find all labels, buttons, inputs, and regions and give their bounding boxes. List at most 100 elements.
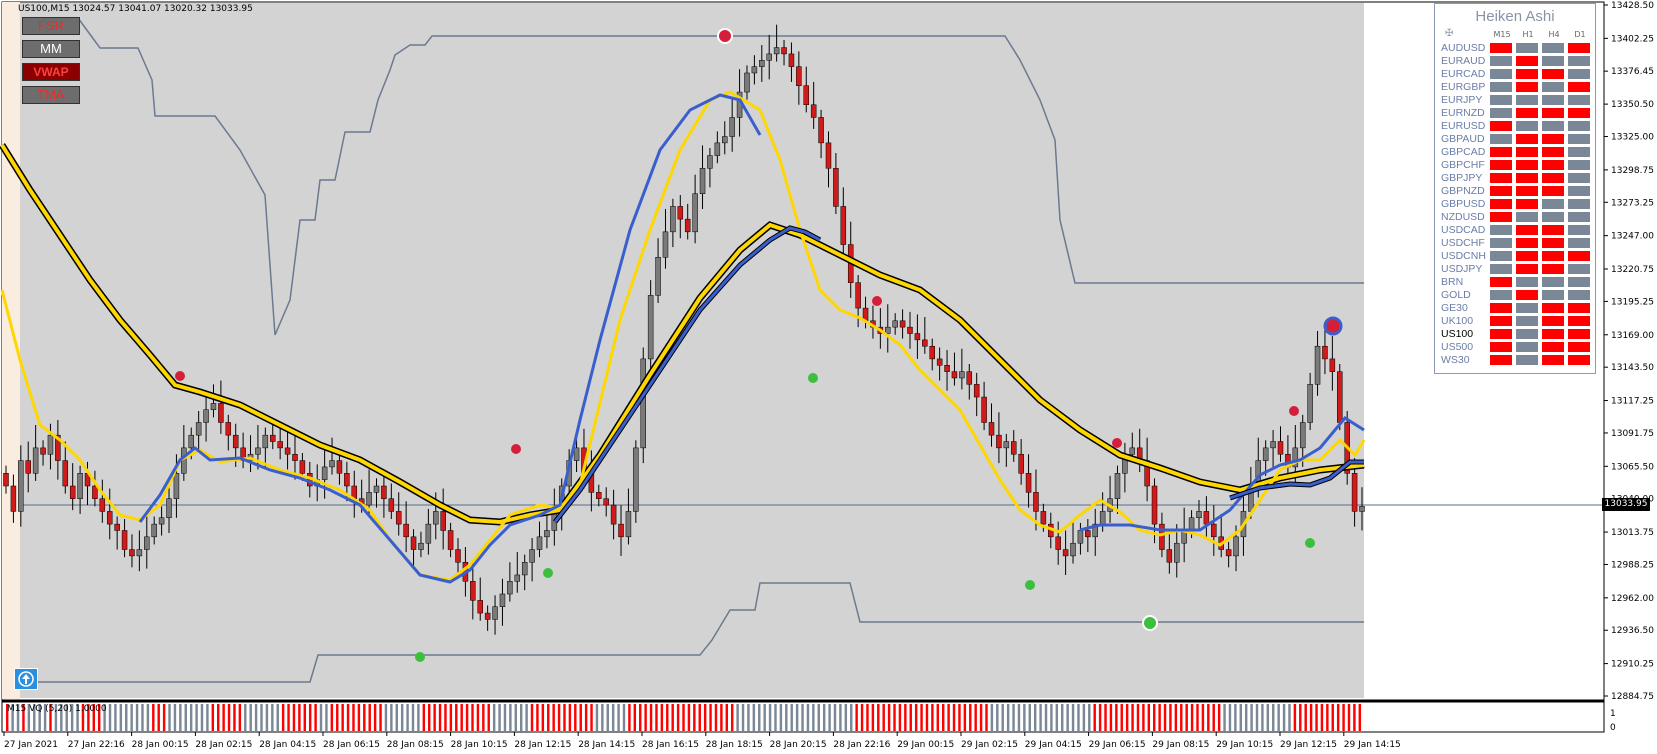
indicator-scale-top: 1 xyxy=(1610,709,1616,719)
candle-body xyxy=(1351,473,1358,512)
pair-row[interactable]: GBPNZD xyxy=(1441,185,1591,198)
candle-body xyxy=(973,384,980,398)
candle-body xyxy=(1151,485,1158,525)
pair-row[interactable]: USDJPY xyxy=(1441,263,1591,276)
time-tick-label: 28 Jan 10:15 xyxy=(451,740,508,750)
pair-row[interactable]: GBPCHF xyxy=(1441,159,1591,172)
indicator-bar xyxy=(947,704,950,731)
pair-name[interactable]: EURJPY xyxy=(1441,94,1483,106)
pair-name[interactable]: GBPJPY xyxy=(1441,172,1483,184)
vwap-button[interactable]: VWAP xyxy=(22,63,80,81)
pair-row[interactable]: USDCAD xyxy=(1441,224,1591,237)
indicator-bar xyxy=(260,704,263,731)
price-tick-label: 13247.00 xyxy=(1611,232,1654,242)
pair-row[interactable]: NZDUSD xyxy=(1441,211,1591,224)
candle-body xyxy=(707,155,713,169)
indicator-bar xyxy=(1217,704,1221,731)
indicator-bar xyxy=(958,704,961,731)
pair-name[interactable]: GBPAUD xyxy=(1441,133,1485,145)
pair-name[interactable]: BRN xyxy=(1441,276,1464,288)
candle-body xyxy=(477,600,483,614)
pair-name[interactable]: USDCHF xyxy=(1441,237,1485,249)
pair-name[interactable]: EURAUD xyxy=(1441,55,1486,67)
pair-name[interactable]: GBPCHF xyxy=(1441,159,1485,171)
pair-row[interactable]: GBPCAD xyxy=(1441,146,1591,159)
pair-row[interactable]: GBPUSD xyxy=(1441,198,1591,211)
pair-name[interactable]: US500 xyxy=(1441,341,1474,353)
candle-body xyxy=(603,498,609,506)
indicator-bar xyxy=(211,704,215,731)
pair-row[interactable]: EURNZD xyxy=(1441,107,1591,120)
heiken-ashi-cell xyxy=(1542,121,1564,131)
pair-name[interactable]: USDJPY xyxy=(1441,263,1483,275)
price-tick-label: 13143.50 xyxy=(1611,363,1654,373)
pair-name[interactable]: EURUSD xyxy=(1441,120,1486,132)
pair-row[interactable]: EURCAD xyxy=(1441,68,1591,81)
scroll-up-arrow-icon[interactable] xyxy=(14,668,38,690)
candle-body xyxy=(892,320,898,328)
pair-name[interactable]: NZDUSD xyxy=(1441,211,1485,223)
indicator-bar xyxy=(974,704,977,731)
pair-row[interactable]: USDCHF xyxy=(1441,237,1591,250)
price-tick-label: 13402.25 xyxy=(1611,34,1654,44)
pair-name[interactable]: GBPCAD xyxy=(1441,146,1486,158)
time-tick-label: 28 Jan 06:15 xyxy=(323,740,380,750)
candle-body xyxy=(336,460,343,474)
pair-row[interactable]: EURJPY xyxy=(1441,94,1591,107)
pair-name[interactable]: USDCNH xyxy=(1441,250,1486,262)
time-tick-label: 28 Jan 02:15 xyxy=(195,740,252,750)
indicator-bar xyxy=(135,704,139,731)
heiken-ashi-cell xyxy=(1516,173,1538,183)
indicator-bar xyxy=(1266,704,1270,731)
pair-row[interactable]: EURGBP xyxy=(1441,81,1591,94)
indicator-bar xyxy=(601,704,604,731)
indicator-bar xyxy=(833,704,837,731)
indicator-bar xyxy=(173,704,177,731)
pair-name[interactable]: GBPNZD xyxy=(1441,185,1485,197)
tma-button[interactable]: TMA xyxy=(22,86,80,104)
pair-row[interactable]: US500 xyxy=(1441,341,1591,354)
pair-name[interactable]: EURGBP xyxy=(1441,81,1486,93)
pair-name[interactable]: EURCAD xyxy=(1441,68,1486,80)
ohlc-values: 13024.57 13041.07 13020.32 13033.95 xyxy=(72,4,253,14)
pair-name[interactable]: AUDUSD xyxy=(1441,42,1486,54)
move-icon[interactable]: ✠ xyxy=(1445,28,1454,39)
pair-row[interactable]: GE30 xyxy=(1441,302,1591,315)
indicator-bar xyxy=(498,704,501,731)
indicator-bar xyxy=(455,704,458,731)
pair-row[interactable]: EURUSD xyxy=(1441,120,1591,133)
pair-row[interactable]: WS30 xyxy=(1441,354,1591,367)
indicator-bar xyxy=(22,704,25,731)
pair-name[interactable]: GOLD xyxy=(1441,289,1471,301)
pair-name[interactable]: GE30 xyxy=(1441,302,1468,314)
candle-body xyxy=(810,104,817,118)
indicator-bar xyxy=(54,704,58,731)
fsr-button[interactable]: FSR xyxy=(22,17,80,35)
tf-header-m15: M15 xyxy=(1493,30,1511,39)
pair-name[interactable]: USDCAD xyxy=(1441,224,1486,236)
pair-name[interactable]: EURNZD xyxy=(1441,107,1485,119)
pair-name[interactable]: WS30 xyxy=(1441,354,1470,366)
pair-row[interactable]: GBPAUD xyxy=(1441,133,1591,146)
candle-body xyxy=(929,345,935,360)
mm-button[interactable]: MM xyxy=(22,40,80,58)
pair-row[interactable]: AUDUSD xyxy=(1441,42,1591,55)
pair-row[interactable]: USDCNH xyxy=(1441,250,1591,263)
pair-name[interactable]: GBPUSD xyxy=(1441,198,1486,210)
pair-row[interactable]: UK100 xyxy=(1441,315,1591,328)
price-tick-label: 13220.75 xyxy=(1611,265,1654,275)
heiken-ashi-cell xyxy=(1516,121,1538,131)
indicator-bar xyxy=(476,704,480,731)
pair-row[interactable]: GOLD xyxy=(1441,289,1591,302)
indicator-bar xyxy=(1028,704,1031,731)
price-tick-label: 13325.00 xyxy=(1611,133,1654,143)
pair-name[interactable]: UK100 xyxy=(1441,315,1474,327)
indicator-bar xyxy=(411,704,415,731)
pair-row[interactable]: EURAUD xyxy=(1441,55,1591,68)
pair-row[interactable]: US100 xyxy=(1441,328,1591,341)
pair-row[interactable]: GBPJPY xyxy=(1441,172,1591,185)
pair-row[interactable]: BRN xyxy=(1441,276,1591,289)
heiken-ashi-cell xyxy=(1542,303,1564,313)
pair-name[interactable]: US100 xyxy=(1441,328,1474,340)
